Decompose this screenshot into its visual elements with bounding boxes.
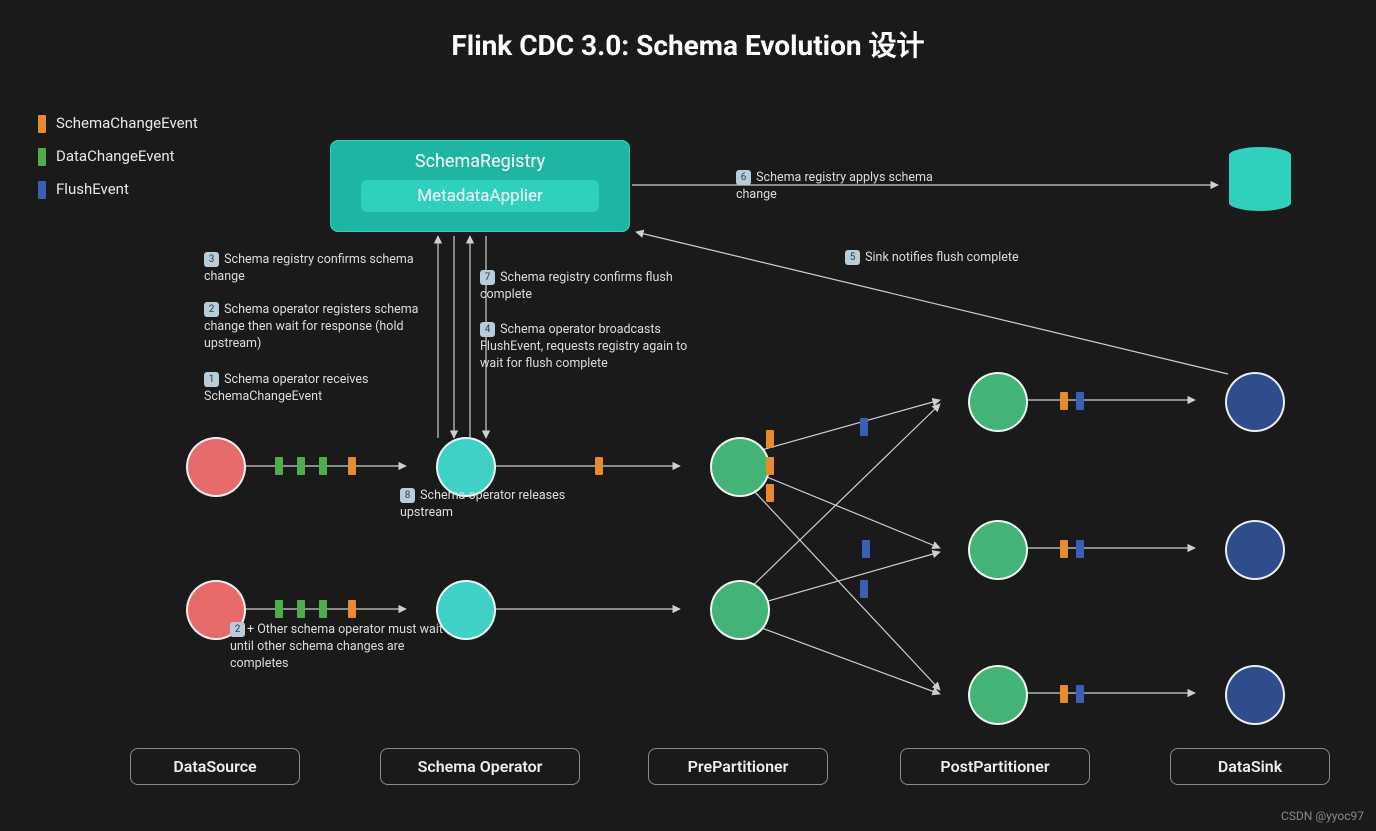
legend-swatch: [38, 181, 46, 199]
database-icon: [1225, 145, 1295, 225]
event-marker: [860, 418, 868, 436]
event-marker: [595, 457, 603, 475]
event-marker: [1060, 540, 1068, 558]
node-sink3: [1225, 665, 1285, 725]
component-label-postpartitioner: PostPartitioner: [900, 748, 1090, 785]
node-sink2: [1225, 520, 1285, 580]
step-badge: 8: [400, 488, 415, 503]
event-marker: [766, 457, 774, 475]
component-label-prepartitioner: PrePartitioner: [648, 748, 828, 785]
step-badge: 4: [480, 322, 495, 337]
component-label-datasource: DataSource: [130, 748, 300, 785]
legend-swatch: [38, 115, 46, 133]
event-marker: [319, 457, 327, 475]
legend-label: FlushEvent: [56, 176, 129, 203]
event-marker: [1060, 392, 1068, 410]
event-marker: [862, 540, 870, 558]
metadata-applier-label: MetadataApplier: [361, 180, 599, 212]
node-sink1: [1225, 372, 1285, 432]
node-post2: [968, 520, 1028, 580]
node-post3: [968, 665, 1028, 725]
watermark: CSDN @yyoc97: [1281, 809, 1364, 823]
annotation-text: Schema operator registers schema change …: [204, 302, 418, 351]
event-marker: [348, 457, 356, 475]
annotation-text: Sink notifies flush complete: [862, 250, 1019, 265]
event-marker: [319, 600, 327, 618]
node-pp2: [710, 580, 770, 640]
event-marker: [1076, 540, 1084, 558]
annotation-step-6: 6 Schema registry applys schema change: [736, 170, 956, 204]
event-marker: [766, 430, 774, 448]
legend: SchemaChangeEvent DataChangeEvent FlushE…: [38, 110, 198, 209]
legend-swatch: [38, 148, 46, 166]
annotation-text: Schema registry confirms flush complete: [480, 270, 673, 302]
annotation-text: Other schema operator must wait until ot…: [230, 622, 443, 671]
annotation-step-8: 8 Schema operator releases upstream: [400, 488, 620, 522]
step-badge: 2: [230, 622, 245, 637]
event-marker: [297, 457, 305, 475]
schema-registry-box: SchemaRegistry MetadataApplier: [330, 140, 630, 232]
legend-item-flush: FlushEvent: [38, 176, 198, 203]
annotation-step-3: 3 Schema registry confirms schema change: [204, 252, 424, 286]
event-marker: [348, 600, 356, 618]
annotation-text: Schema registry confirms schema change: [204, 252, 414, 284]
event-marker: [1076, 685, 1084, 703]
annotation-step-4: 4 Schema operator broadcasts FlushEvent,…: [480, 322, 700, 373]
step-badge: 6: [736, 170, 751, 185]
annotation-text: Schema operator receives SchemaChangeEve…: [204, 372, 368, 404]
component-label-datasink: DataSink: [1170, 748, 1330, 785]
annotation-text: Schema registry applys schema change: [736, 170, 933, 202]
component-label-schema-operator: Schema Operator: [380, 748, 580, 785]
edge-layer: [0, 0, 1376, 831]
step-badge: 2: [204, 302, 219, 317]
schema-registry-title: SchemaRegistry: [331, 151, 629, 172]
legend-label: DataChangeEvent: [56, 143, 175, 170]
node-pp1: [710, 437, 770, 497]
step-badge: 5: [845, 250, 860, 265]
event-marker: [860, 580, 868, 598]
annotation-step-5: 5 Sink notifies flush complete: [845, 250, 1065, 267]
event-marker: [766, 484, 774, 502]
annotation-step-7: 7 Schema registry confirms flush complet…: [480, 270, 700, 304]
legend-label: SchemaChangeEvent: [56, 110, 198, 137]
event-marker: [297, 600, 305, 618]
diagram-title: Flink CDC 3.0: Schema Evolution 设计: [0, 24, 1376, 64]
event-marker: [1060, 685, 1068, 703]
annotation-step-2+: 2+ Other schema operator must wait until…: [230, 622, 450, 673]
step-badge: 1: [204, 372, 219, 387]
legend-item-datachange: DataChangeEvent: [38, 143, 198, 170]
annotation-text: Schema operator broadcasts FlushEvent, r…: [480, 322, 687, 371]
annotation-step-1: 1 Schema operator receives SchemaChangeE…: [204, 372, 424, 406]
node-src1: [186, 437, 246, 497]
event-marker: [275, 600, 283, 618]
legend-item-schemachange: SchemaChangeEvent: [38, 110, 198, 137]
annotation-text: Schema operator releases upstream: [400, 488, 565, 520]
event-marker: [1076, 392, 1084, 410]
event-marker: [275, 457, 283, 475]
step-badge: 3: [204, 252, 219, 267]
step-badge: 7: [480, 270, 495, 285]
node-post1: [968, 372, 1028, 432]
annotation-step-2: 2 Schema operator registers schema chang…: [204, 302, 424, 353]
